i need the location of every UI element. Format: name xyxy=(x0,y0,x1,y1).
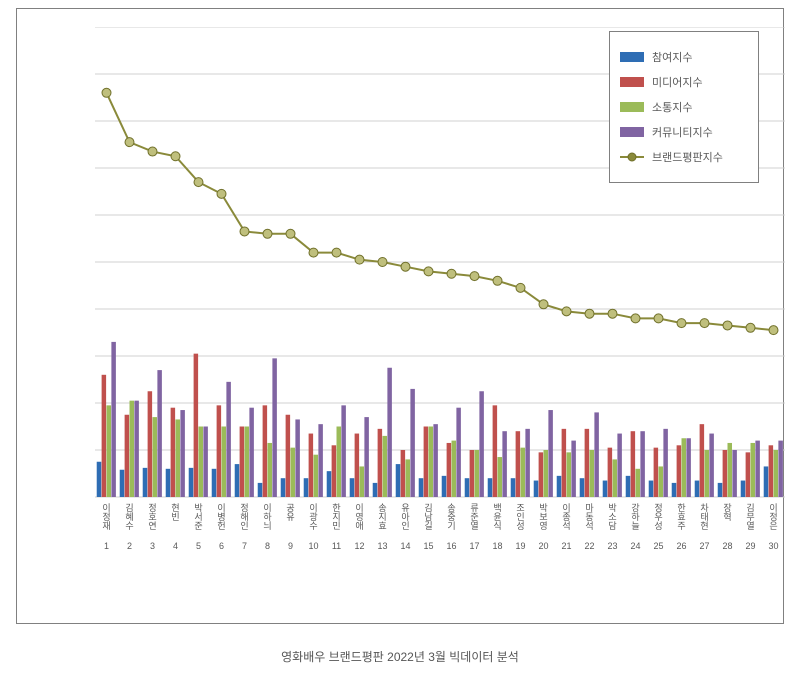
svg-text:15: 15 xyxy=(423,541,433,551)
svg-text:이광수: 이광수 xyxy=(309,503,317,531)
svg-text:10: 10 xyxy=(308,541,318,551)
svg-text:19: 19 xyxy=(515,541,525,551)
svg-text:20: 20 xyxy=(538,541,548,551)
svg-text:8: 8 xyxy=(265,541,270,551)
svg-text:김남길: 김남길 xyxy=(424,502,432,531)
legend-label: 커뮤니티지수 xyxy=(652,124,713,140)
legend-line-swatch xyxy=(620,156,644,158)
svg-text:11: 11 xyxy=(332,541,341,551)
svg-text:류준열: 류준열 xyxy=(470,503,478,531)
svg-text:26: 26 xyxy=(676,541,686,551)
svg-text:백윤식: 백윤식 xyxy=(493,503,501,531)
svg-text:이하늬: 이하늬 xyxy=(263,503,272,531)
svg-text:마동석: 마동석 xyxy=(585,503,594,531)
svg-text:김혜수: 김혜수 xyxy=(125,502,133,531)
legend-swatch xyxy=(620,77,644,87)
svg-text:박소담: 박소담 xyxy=(608,503,616,531)
svg-text:정해인: 정해인 xyxy=(240,503,248,531)
svg-text:송지효: 송지효 xyxy=(378,503,386,531)
svg-text:공유: 공유 xyxy=(286,503,294,522)
svg-text:강하늘: 강하늘 xyxy=(631,503,640,531)
svg-text:유아인: 유아인 xyxy=(401,503,410,531)
svg-text:16: 16 xyxy=(446,541,456,551)
svg-text:이정은: 이정은 xyxy=(769,503,777,531)
svg-text:6: 6 xyxy=(219,541,224,551)
svg-text:김무열: 김무열 xyxy=(746,502,754,531)
svg-text:17: 17 xyxy=(469,541,479,551)
legend-swatch xyxy=(620,102,644,112)
legend: 참여지수미디어지수소통지수커뮤니티지수브랜드평판지수 xyxy=(609,31,759,183)
svg-text:정호연: 정호연 xyxy=(148,503,156,531)
svg-text:이종석: 이종석 xyxy=(562,503,570,531)
legend-label: 참여지수 xyxy=(652,49,692,65)
legend-label: 미디어지수 xyxy=(652,74,703,90)
svg-text:한효주: 한효주 xyxy=(677,503,685,531)
svg-text:27: 27 xyxy=(699,541,709,551)
svg-text:13: 13 xyxy=(377,541,387,551)
svg-text:차태현: 차태현 xyxy=(700,502,709,531)
svg-text:현빈: 현빈 xyxy=(171,503,179,522)
svg-text:9: 9 xyxy=(288,541,293,551)
svg-text:2: 2 xyxy=(127,541,132,551)
legend-swatch xyxy=(620,127,644,137)
svg-text:21: 21 xyxy=(561,541,571,551)
legend-swatch xyxy=(620,52,644,62)
svg-text:박서준: 박서준 xyxy=(194,503,202,531)
svg-text:23: 23 xyxy=(607,541,617,551)
svg-text:이병헌: 이병헌 xyxy=(217,503,225,531)
svg-text:14: 14 xyxy=(400,541,410,551)
svg-text:정우성: 정우성 xyxy=(654,503,662,531)
chart-caption: 영화배우 브랜드평판 2022년 3월 빅데이터 분석 xyxy=(0,648,800,665)
svg-text:이영애: 이영애 xyxy=(355,503,363,531)
svg-text:장혁: 장혁 xyxy=(723,503,731,522)
legend-label: 브랜드평판지수 xyxy=(652,149,723,165)
svg-text:12: 12 xyxy=(354,541,364,551)
svg-text:30: 30 xyxy=(768,541,778,551)
svg-text:28: 28 xyxy=(722,541,732,551)
chart-frame: 01,000,0002,000,0003,000,0004,000,0005,0… xyxy=(0,0,800,682)
svg-text:3: 3 xyxy=(150,541,155,551)
svg-text:5: 5 xyxy=(196,541,201,551)
legend-item-community: 커뮤니티지수 xyxy=(620,124,748,140)
svg-text:조인성: 조인성 xyxy=(516,503,524,531)
svg-text:24: 24 xyxy=(630,541,640,551)
svg-text:18: 18 xyxy=(492,541,502,551)
legend-item-participation: 참여지수 xyxy=(620,49,748,65)
svg-text:29: 29 xyxy=(745,541,755,551)
legend-item-communication: 소통지수 xyxy=(620,99,748,115)
svg-text:25: 25 xyxy=(653,541,663,551)
legend-item-media: 미디어지수 xyxy=(620,74,748,90)
svg-text:이정재: 이정재 xyxy=(102,503,110,531)
svg-text:한지민: 한지민 xyxy=(332,503,340,531)
svg-text:7: 7 xyxy=(242,541,247,551)
svg-text:송중기: 송중기 xyxy=(447,503,455,531)
svg-text:박보영: 박보영 xyxy=(539,503,547,531)
legend-item-brand: 브랜드평판지수 xyxy=(620,149,748,165)
svg-text:22: 22 xyxy=(584,541,594,551)
svg-text:1: 1 xyxy=(104,541,109,551)
legend-label: 소통지수 xyxy=(652,99,692,115)
chart-border: 01,000,0002,000,0003,000,0004,000,0005,0… xyxy=(16,8,784,624)
svg-text:4: 4 xyxy=(173,541,178,551)
